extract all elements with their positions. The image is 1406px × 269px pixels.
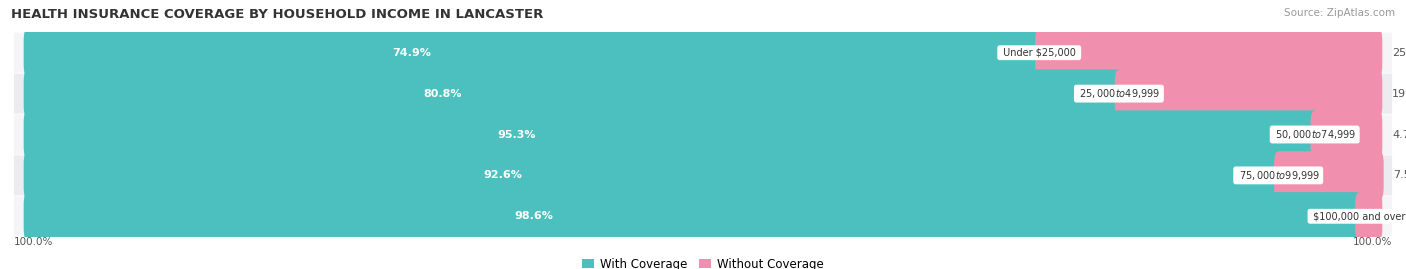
FancyBboxPatch shape <box>1310 110 1382 159</box>
FancyBboxPatch shape <box>24 67 1382 121</box>
Text: $50,000 to $74,999: $50,000 to $74,999 <box>1272 128 1357 141</box>
Text: 25.1%: 25.1% <box>1392 48 1406 58</box>
Legend: With Coverage, Without Coverage: With Coverage, Without Coverage <box>578 253 828 269</box>
Text: $25,000 to $49,999: $25,000 to $49,999 <box>1077 87 1161 100</box>
FancyBboxPatch shape <box>24 26 1382 80</box>
FancyBboxPatch shape <box>24 69 1123 118</box>
Text: Source: ZipAtlas.com: Source: ZipAtlas.com <box>1284 8 1395 18</box>
Text: Under $25,000: Under $25,000 <box>1000 48 1078 58</box>
FancyBboxPatch shape <box>24 110 1319 159</box>
Text: 92.6%: 92.6% <box>484 170 523 180</box>
Text: 98.6%: 98.6% <box>515 211 553 221</box>
FancyBboxPatch shape <box>1115 69 1382 118</box>
Text: 100.0%: 100.0% <box>14 237 53 247</box>
FancyBboxPatch shape <box>14 33 1392 73</box>
Text: 95.3%: 95.3% <box>498 129 536 140</box>
FancyBboxPatch shape <box>24 189 1382 243</box>
FancyBboxPatch shape <box>24 29 1043 77</box>
FancyBboxPatch shape <box>24 108 1382 161</box>
FancyBboxPatch shape <box>14 115 1392 154</box>
FancyBboxPatch shape <box>24 192 1364 240</box>
Text: 7.5%: 7.5% <box>1393 170 1406 180</box>
FancyBboxPatch shape <box>14 196 1392 236</box>
Text: 100.0%: 100.0% <box>1353 237 1392 247</box>
Text: 19.2%: 19.2% <box>1392 89 1406 99</box>
FancyBboxPatch shape <box>1274 151 1384 200</box>
Text: 74.9%: 74.9% <box>392 48 432 58</box>
FancyBboxPatch shape <box>14 74 1392 114</box>
Text: 80.8%: 80.8% <box>423 89 461 99</box>
FancyBboxPatch shape <box>24 151 1282 200</box>
Text: HEALTH INSURANCE COVERAGE BY HOUSEHOLD INCOME IN LANCASTER: HEALTH INSURANCE COVERAGE BY HOUSEHOLD I… <box>11 8 544 21</box>
FancyBboxPatch shape <box>14 155 1392 195</box>
Text: $100,000 and over: $100,000 and over <box>1310 211 1406 221</box>
Text: 1.4%: 1.4% <box>1392 211 1406 221</box>
Text: 4.7%: 4.7% <box>1392 129 1406 140</box>
FancyBboxPatch shape <box>1035 29 1382 77</box>
Text: $75,000 to $99,999: $75,000 to $99,999 <box>1236 169 1320 182</box>
FancyBboxPatch shape <box>24 148 1382 202</box>
FancyBboxPatch shape <box>1355 192 1382 240</box>
